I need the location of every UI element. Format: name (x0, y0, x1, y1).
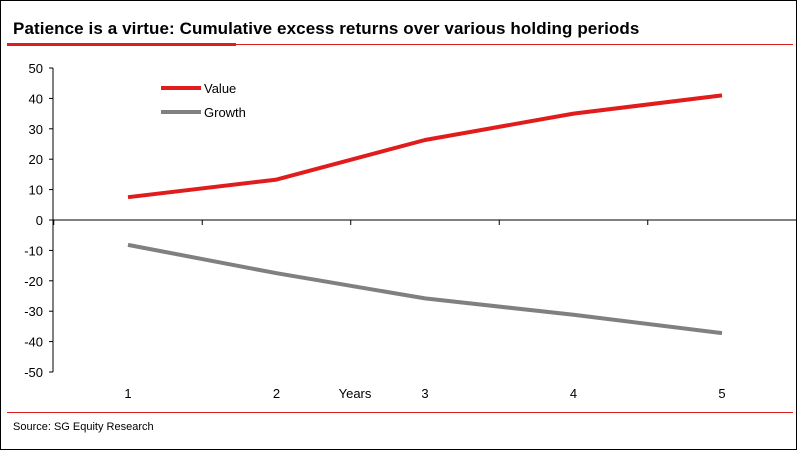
title-underline (7, 44, 793, 45)
axes: 50 40 30 20 10 0 -10 -20 -30 -40 -50 1 2 3 4 5 Years (24, 61, 796, 401)
x-tick-label: 1 (124, 386, 131, 401)
title-accent-bar (7, 43, 236, 46)
y-tick-label: -20 (24, 274, 43, 289)
y-tick-label: 30 (29, 122, 43, 137)
y-tick-label: -10 (24, 243, 43, 258)
legend: Value Growth (161, 81, 246, 120)
chart-title: Patience is a virtue: Cumulative excess … (13, 19, 640, 38)
series-line-value (127, 93, 723, 200)
x-tick-label: 3 (421, 386, 428, 401)
y-tick-label: 10 (29, 183, 43, 198)
y-tick-label: 40 (29, 91, 43, 106)
legend-label-growth: Growth (204, 105, 246, 120)
y-tick-label: 50 (29, 61, 43, 76)
x-tick-label: 4 (570, 386, 577, 401)
y-tick-label: -30 (24, 304, 43, 319)
footer-rule (7, 412, 793, 413)
y-tick-label: 0 (36, 213, 43, 228)
y-tick-label: -50 (24, 365, 43, 380)
y-tick-label: -40 (24, 335, 43, 350)
y-tick-label: 20 (29, 152, 43, 167)
x-tick-label: 5 (718, 386, 725, 401)
x-tick-label: 2 (273, 386, 280, 401)
legend-label-value: Value (204, 81, 236, 96)
x-axis-title: Years (339, 386, 372, 401)
series-lines (127, 93, 723, 336)
series-line-growth (127, 242, 723, 336)
source-note: Source: SG Equity Research (13, 421, 154, 433)
